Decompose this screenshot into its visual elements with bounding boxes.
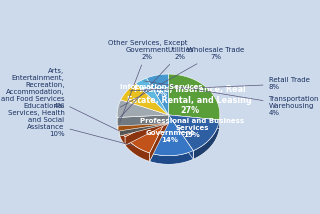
Polygon shape: [149, 115, 169, 161]
Polygon shape: [118, 115, 169, 131]
Polygon shape: [149, 115, 193, 156]
Text: Finance, Insurance, Real
Estate, Rental, and Leasing
27%: Finance, Insurance, Real Estate, Rental,…: [127, 85, 252, 115]
Polygon shape: [121, 83, 169, 115]
Text: Information Services
7%: Information Services 7%: [120, 84, 203, 97]
Text: Wholesale Trade
7%: Wholesale Trade 7%: [120, 47, 244, 107]
Polygon shape: [118, 115, 169, 131]
Text: Government
14%: Government 14%: [146, 130, 195, 143]
Text: Utilities
2%: Utilities 2%: [119, 47, 194, 118]
Polygon shape: [149, 151, 193, 164]
Polygon shape: [117, 115, 169, 126]
Polygon shape: [117, 115, 169, 123]
Polygon shape: [121, 100, 169, 123]
Polygon shape: [120, 115, 169, 137]
Polygon shape: [118, 123, 120, 136]
Text: Other Services, Except
Government
2%: Other Services, Except Government 2%: [108, 40, 187, 122]
Polygon shape: [117, 115, 169, 126]
Polygon shape: [117, 100, 169, 117]
Polygon shape: [125, 115, 169, 145]
Polygon shape: [193, 120, 220, 159]
Polygon shape: [169, 74, 220, 120]
Polygon shape: [136, 78, 169, 115]
Polygon shape: [117, 117, 118, 131]
Text: Educational
Services, Health
and Social
Assistance
10%: Educational Services, Health and Social …: [8, 103, 133, 146]
Text: Transportation
Warehousing
4%: Transportation Warehousing 4%: [144, 81, 319, 116]
Polygon shape: [125, 115, 169, 145]
Polygon shape: [169, 115, 220, 129]
Polygon shape: [169, 115, 220, 129]
Polygon shape: [125, 115, 169, 153]
Polygon shape: [149, 115, 169, 161]
Polygon shape: [120, 115, 169, 136]
Polygon shape: [120, 115, 169, 136]
Text: Arts,
Entertainment,
Recreation,
Accommodation,
and Food Services
4%: Arts, Entertainment, Recreation, Accommo…: [1, 68, 120, 131]
Text: Professional and Business
Services
15%: Professional and Business Services 15%: [140, 117, 244, 138]
Polygon shape: [169, 115, 193, 159]
Polygon shape: [169, 115, 193, 159]
Text: Retail Trade
8%: Retail Trade 8%: [130, 77, 309, 91]
Polygon shape: [118, 115, 169, 128]
Polygon shape: [125, 137, 149, 161]
Polygon shape: [147, 74, 169, 115]
Polygon shape: [120, 128, 125, 145]
Polygon shape: [169, 115, 220, 151]
